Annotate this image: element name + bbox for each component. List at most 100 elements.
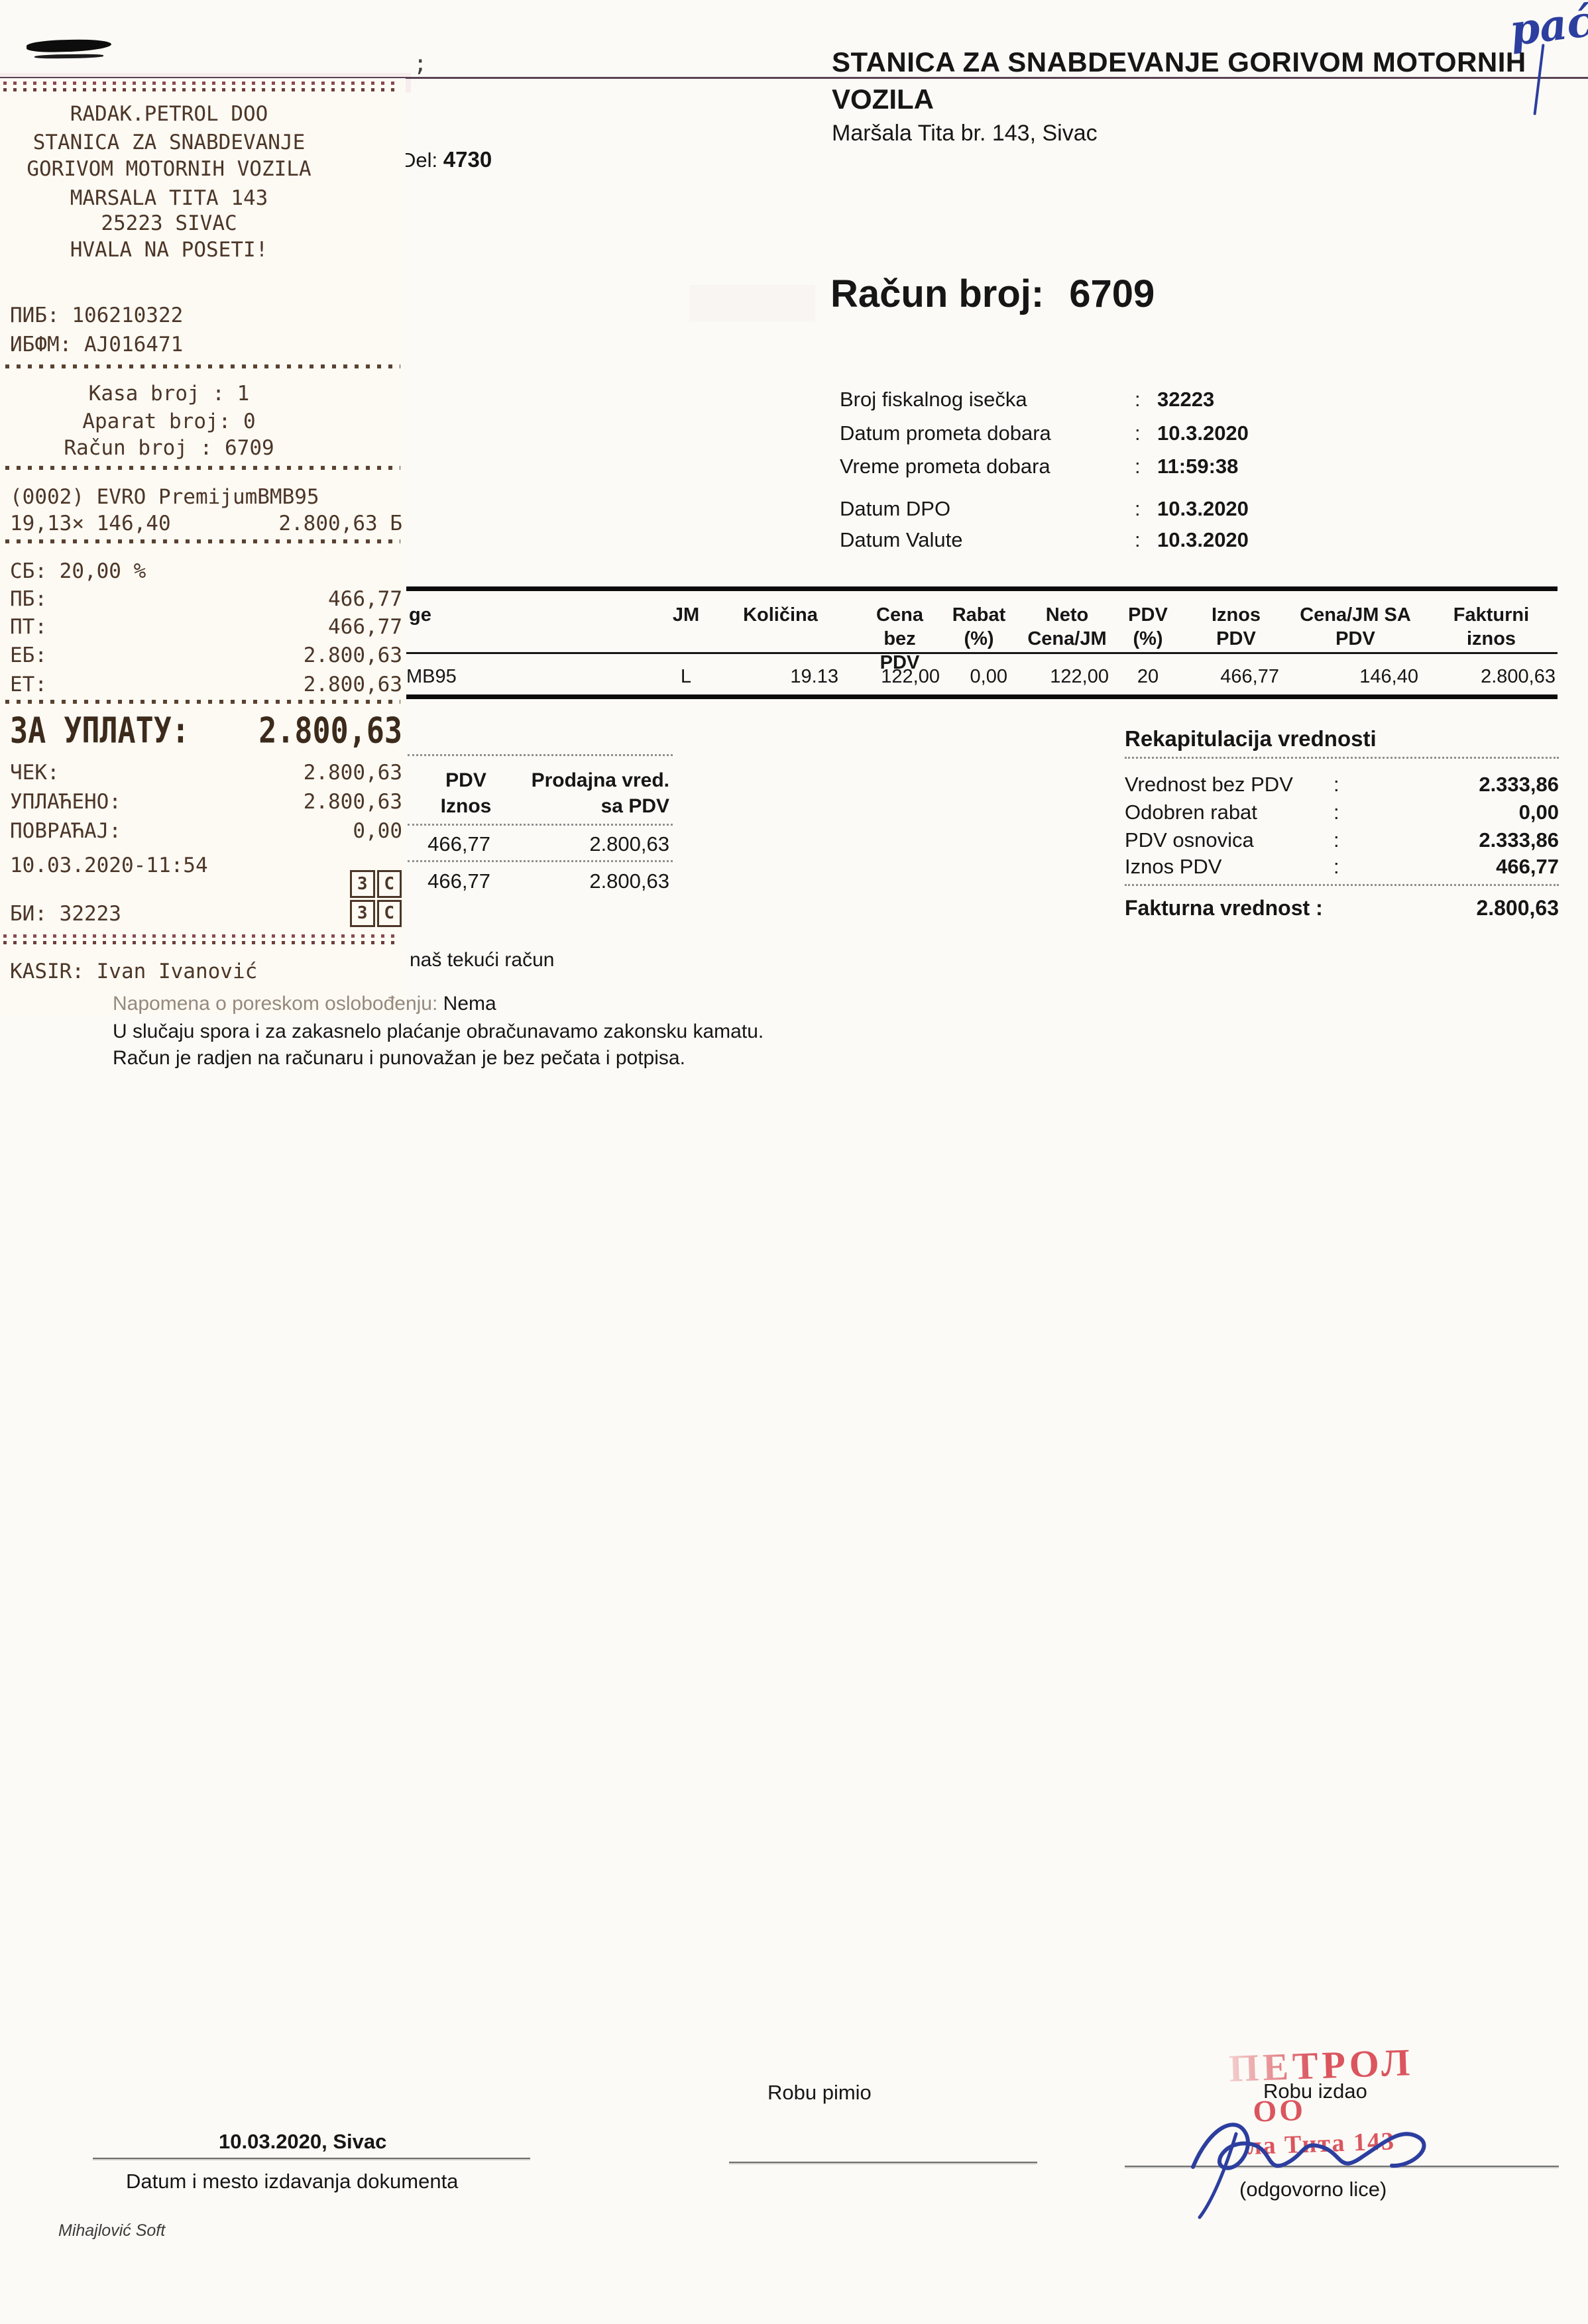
invoice-title-label: Račun broj:: [830, 272, 1045, 315]
fiscal-logo-cell: С: [376, 899, 402, 927]
receipt-tax-row: ПБ: 466,77: [10, 587, 402, 611]
pay-value: 0,00: [353, 819, 402, 843]
receipt-header-line: STANICA ZA SNABDEVANJE: [32, 131, 306, 154]
rekap-row: Vrednost bez PDV:2.333,86: [1125, 773, 1559, 796]
receipt-item-total: 2.800,63 Б: [278, 512, 402, 535]
receipt-separator: [5, 466, 400, 470]
receipt-tax-row: ЕТ: 2.800,63: [10, 673, 402, 696]
signature: [1191, 2123, 1426, 2219]
pdv-table-col2-header: Prodajna vred. sa PDV: [531, 769, 669, 817]
receipt-pay-row: ЧЕК: 2.800,63: [10, 761, 402, 785]
rekap-total-value: 2.800,63: [1476, 896, 1559, 920]
signature-line-right: [1125, 2166, 1559, 2167]
receipt-item-qty-price: 19,13× 146,40: [10, 512, 171, 535]
rekap-row: Odobren rabat:0,00: [1125, 801, 1559, 824]
del-number: Del: 4730: [401, 147, 492, 172]
total-due-label: ЗА УПЛАТУ:: [10, 710, 190, 751]
rekap-total-row: Fakturna vrednost : 2.800,63: [1125, 896, 1559, 920]
software-credit: Mihajlović Soft: [58, 2221, 166, 2240]
tax-label: ПБ:: [10, 587, 47, 611]
seller-name-line1: STANICA ZA SNABDEVANJE GORIVOM MOTORNIH: [832, 46, 1526, 78]
page-top-line: [0, 77, 1588, 79]
thermal-receipt: RADAK.PETROL DOO STANICA ZA SNABDEVANJE …: [0, 78, 406, 1015]
pdv-total-iznos: 466,77: [427, 869, 490, 893]
receipt-item-line: 19,13× 146,40 2.800,63 Б: [10, 512, 402, 535]
col-header-fakturni: Fakturni iznos: [1453, 604, 1530, 649]
pay-label: УПЛАЋЕНО:: [10, 790, 121, 814]
cell-pdv-pct: 20: [1137, 666, 1159, 687]
rekap-value: 2.333,86: [1479, 828, 1559, 852]
field-label: Datum prometa dobara: [840, 421, 1051, 445]
cell-name-fragment: MB95: [406, 666, 457, 687]
receipt-separator: [5, 364, 400, 368]
pdv-table-line: [408, 860, 673, 862]
col-header-cena-sa-pdv: Cena/JM SA PDV: [1300, 604, 1411, 649]
field-row: Vreme prometa dobara:11:59:38: [840, 455, 1239, 478]
receipt-kasir: KASIR: Ivan Ivanović: [10, 960, 258, 983]
invoice-number: 6709: [1069, 272, 1155, 315]
pdv-table-col1-header: PDV Iznos: [440, 769, 492, 817]
receipt-total-due: ЗА УПЛАТУ: 2.800,63: [10, 710, 402, 751]
receipt-header-line: GORIVOM MOTORNIH VOZILA: [27, 157, 312, 181]
rekap-value: 0,00: [1518, 801, 1559, 824]
cell-rabat: 0,00: [970, 666, 1007, 687]
receipt-separator: [5, 700, 400, 704]
pdv-table-line: [408, 754, 673, 756]
receipt-header-line: 25223 SIVAC: [101, 211, 237, 235]
tax-value: 2.800,63: [303, 643, 402, 667]
col-header-rabat: Rabat (%): [952, 604, 1006, 649]
receipt-separator: [5, 539, 400, 543]
field-row: Broj fiskalnog isečka:32223: [840, 388, 1215, 411]
field-row: Datum DPO:10.3.2020: [840, 497, 1249, 520]
field-row: Datum prometa dobara:10.3.2020: [840, 421, 1249, 445]
note-prefix: Napomena o poreskom oslobođenju:: [113, 993, 438, 1015]
rekap-title: Rekapitulacija vrednosti: [1125, 726, 1377, 751]
pdv-row-iznos: 466,77: [427, 832, 490, 856]
account-note-fragment: naš tekući račun: [410, 949, 555, 971]
receipt-pib: ПИБ: 106210322: [10, 304, 184, 327]
rekap-row: PDV osnovica:2.333,86: [1125, 828, 1559, 852]
field-row: Datum Valute:10.3.2020: [840, 528, 1249, 551]
receipt-header-line: HVALA NA POSETI!: [70, 238, 268, 262]
receipt-item-name: (0002) EVRO PremijumBMB95: [10, 485, 319, 509]
issue-date-place: 10.03.2020, Sivac: [219, 2130, 387, 2153]
pdv-row-prodajna: 2.800,63: [589, 832, 669, 856]
receipt-pay-row: ПОВРАЋАЈ: 0,00: [10, 819, 402, 843]
field-label: Datum DPO: [840, 497, 951, 520]
cell-fakturni-iznos: 2.800,63: [1481, 666, 1556, 687]
pay-label: ПОВРАЋАЈ:: [10, 819, 121, 843]
pdv-table-line: [408, 824, 673, 826]
seller-name-line2: VOZILA: [832, 83, 934, 115]
signature-line-left: [729, 2162, 1037, 2163]
del-value: 4730: [443, 147, 492, 172]
receipt-tax-row: ПТ: 466,77: [10, 615, 402, 639]
receipt-ibfm: ИБФМ: АЈ016471: [10, 333, 184, 357]
receipt-kasa: Kasa broj : 1: [88, 382, 250, 406]
seller-address: Maršala Tita br. 143, Sivac: [832, 121, 1098, 146]
col-header-name-fragment: ge: [409, 604, 431, 626]
field-label: Vreme prometa dobara: [840, 455, 1050, 478]
tax-value: 2.800,63: [303, 673, 402, 696]
cell-jm: L: [680, 666, 692, 687]
total-due-value: 2.800,63: [258, 710, 402, 751]
col-header-cena-bez-pdv: Cena bez PDV: [876, 604, 923, 673]
pay-value: 2.800,63: [303, 790, 402, 814]
col-header-jm: JM: [672, 604, 700, 626]
tax-value: 466,77: [328, 587, 402, 611]
receipt-racun-broj: Račun broj : 6709: [64, 436, 274, 460]
rekap-label: Vrednost bez PDV: [1125, 773, 1293, 796]
pay-label: ЧЕК:: [10, 761, 60, 785]
invoice-title: Račun broj: 6709: [830, 272, 1155, 316]
field-value: 10.3.2020: [1157, 528, 1249, 551]
date-place-caption: Datum i mesto izdavanja dokumenta: [126, 2170, 459, 2193]
receipt-perforation-mark: ;: [414, 50, 427, 77]
rekap-line: [1125, 757, 1559, 759]
receipt-bi: БИ: 32223: [10, 902, 121, 926]
rekap-label: Iznos PDV: [1125, 855, 1222, 878]
note-value: Nema: [443, 993, 496, 1015]
cell-neto-cena: 122,00: [1050, 666, 1109, 687]
odgovorno-lice-caption: (odgovorno lice): [1239, 2178, 1387, 2201]
field-label: Broj fiskalnog isečka: [840, 388, 1027, 411]
field-value: 11:59:38: [1157, 455, 1239, 478]
